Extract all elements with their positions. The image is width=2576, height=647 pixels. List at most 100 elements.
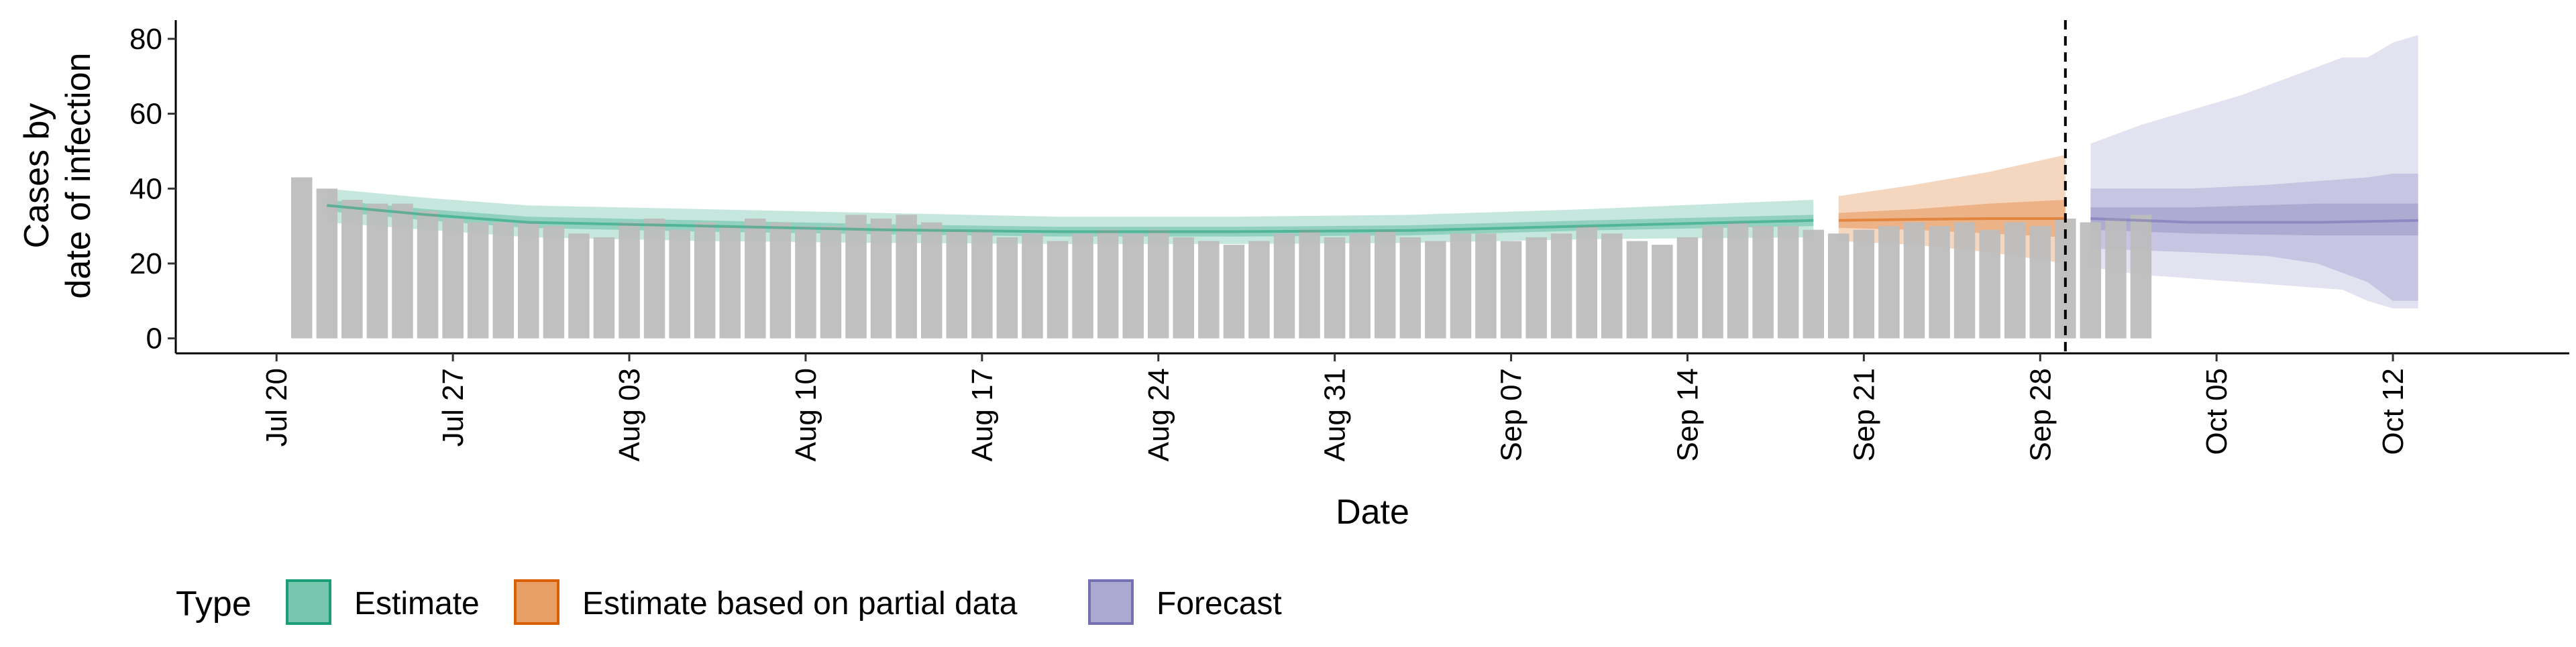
series-0-median-line [327, 204, 1814, 233]
case-bar [1953, 222, 1976, 339]
x-tick-label: Jul 27 [437, 368, 470, 447]
case-bar [467, 222, 489, 339]
case-bar [1148, 229, 1169, 339]
case-bar [996, 237, 1018, 339]
case-bar [1652, 245, 1673, 339]
series-2-inner-band [2090, 203, 2418, 236]
case-bar [1626, 241, 1648, 339]
case-bar [1046, 241, 1069, 339]
legend-title: Type [176, 585, 252, 624]
series-1-median-line [1838, 217, 2065, 222]
case-bar [1777, 226, 1799, 339]
legend-label-1: Estimate based on partial data [582, 586, 1018, 622]
case-bar [1525, 237, 1547, 339]
case-bar [1752, 226, 1774, 339]
case-bar [2130, 215, 2152, 339]
legend-key-1 [514, 579, 559, 625]
case-bar [719, 226, 741, 339]
case-bar [694, 222, 716, 339]
y-tick-label: 20 [129, 247, 162, 280]
case-bar [1349, 233, 1371, 339]
case-bar [2004, 222, 2026, 339]
case-bar [795, 226, 816, 339]
case-bar [643, 219, 665, 339]
case-bar [896, 215, 917, 339]
case-bar [1375, 229, 1396, 339]
legend-label-2: Forecast [1157, 586, 1282, 622]
y-tick-label: 60 [129, 98, 162, 131]
case-bar [1223, 245, 1245, 339]
case-bar [1072, 233, 1093, 339]
case-bar [1248, 241, 1270, 339]
case-bar [1979, 229, 2000, 339]
x-tick-label: Aug 10 [790, 368, 822, 461]
x-tick-label: Sep 07 [1495, 368, 1528, 461]
case-bar [2029, 226, 2051, 339]
y-tick-label: 80 [129, 23, 162, 56]
x-tick-label: Oct 05 [2200, 368, 2233, 455]
case-bar [769, 222, 792, 339]
uncertainty-bands [327, 35, 2418, 309]
case-bar [971, 229, 993, 339]
case-bar [1828, 233, 1849, 339]
x-tick-label: Aug 24 [1142, 368, 1175, 461]
case-bar [1022, 233, 1043, 339]
case-bar [1399, 237, 1421, 339]
case-bar [1500, 241, 1522, 339]
case-bar [366, 203, 388, 339]
case-bar [1097, 229, 1119, 339]
y-tick-label: 0 [146, 322, 162, 355]
case-bar [1475, 233, 1497, 339]
case-bar [417, 211, 439, 339]
series-2-median-line [2090, 217, 2418, 224]
legend-key-0 [286, 579, 331, 625]
case-bar [1173, 237, 1194, 339]
reported-case-bars [291, 177, 2152, 339]
case-bar [1299, 229, 1320, 339]
case-bar [2105, 219, 2127, 339]
case-bar [1702, 226, 1723, 339]
case-bar [518, 222, 539, 339]
case-bar [543, 226, 565, 339]
case-bar [870, 219, 892, 339]
case-bar [845, 215, 867, 339]
case-bar [669, 229, 690, 339]
x-tick-label: Aug 17 [966, 368, 999, 461]
case-bar [1601, 233, 1623, 339]
median-lines [327, 204, 2418, 233]
y-axis-title-line-2: date of infection [59, 52, 98, 298]
x-tick-label: Jul 20 [260, 368, 293, 447]
legend-key-2 [1088, 579, 1134, 625]
case-bar [921, 222, 943, 339]
case-bar [1576, 226, 1597, 339]
case-bar [392, 203, 413, 339]
case-bar [316, 188, 338, 339]
case-bar [1803, 229, 1824, 339]
y-tick-label: 40 [129, 172, 162, 205]
x-tick-label: Aug 03 [613, 368, 646, 461]
series-2-outer-band [2090, 174, 2418, 301]
legend: Type Estimate Estimate based on partial d… [176, 579, 1282, 625]
case-bar [442, 219, 464, 339]
case-bar [1676, 237, 1699, 339]
case-bar [341, 200, 363, 339]
case-bar [1903, 222, 1925, 339]
x-tick-label: Sep 14 [1672, 368, 1705, 461]
case-bar [1878, 226, 1900, 339]
case-bar [1450, 233, 1472, 339]
series-2-wide-band [2090, 35, 2418, 309]
case-bar [619, 222, 640, 339]
case-bar [820, 226, 842, 339]
case-bar [946, 229, 967, 339]
y-axis-title-line-1: Cases by [17, 103, 56, 249]
x-tick-label: Oct 12 [2377, 368, 2410, 455]
case-bar [745, 219, 766, 339]
x-axis-title: Date [1336, 493, 1409, 532]
case-bar [1273, 233, 1295, 339]
case-bar [1727, 222, 1749, 339]
case-bar [1853, 229, 1875, 339]
x-tick-label: Sep 28 [2024, 368, 2057, 461]
case-bar [492, 222, 514, 339]
